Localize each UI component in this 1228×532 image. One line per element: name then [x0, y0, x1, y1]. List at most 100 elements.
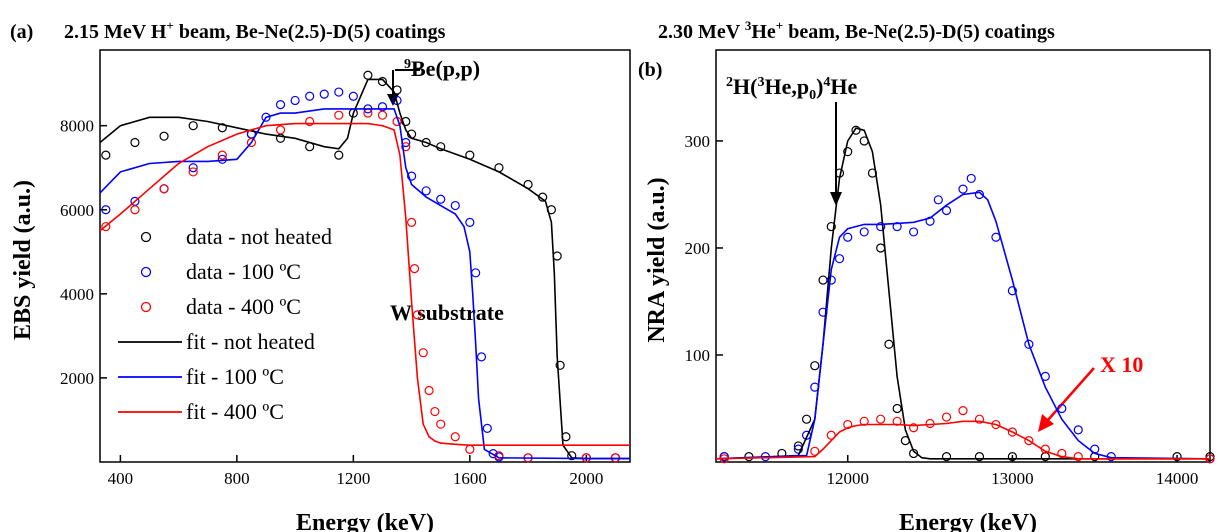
data-point-data-100-c [1007, 286, 1018, 296]
data-point-data-not-heated [334, 150, 344, 160]
panel-a-legend: data - not heated data - 100 ºC data - 400… [118, 224, 332, 424]
data-point-data-400-c [436, 419, 446, 429]
data-point-data-not-heated [974, 452, 985, 462]
data-point-data-not-heated [801, 414, 812, 424]
panel-b-title-sup2: + [776, 18, 783, 33]
data-point-data-100-c [793, 444, 803, 454]
data-point-data-100-c [188, 163, 198, 173]
panel-b-title-post: beam, Be-Ne(2.5)-D(5) coatings [783, 21, 1055, 43]
x-tick-label: 13000 [991, 469, 1034, 488]
panel-b-xlabel: Energy (keV) [899, 510, 1037, 532]
data-point-data-not-heated [363, 70, 373, 80]
legend-marker [140, 266, 152, 278]
panel-b-ylabel: NRA yield (a.u.) [644, 177, 670, 342]
data-point-data-400-c [958, 406, 968, 416]
data-point-data-not-heated [941, 452, 952, 462]
data-point-data-not-heated [555, 360, 565, 370]
annotation-w-substrate: W substrate [390, 300, 504, 325]
series-line-fit-400-c [715, 420, 1210, 460]
data-point-data-100-c [1057, 403, 1067, 414]
panel-b-title: 2.30 MeV 3He+ beam, Be-Ne(2.5)-D(5) coat… [658, 18, 1055, 43]
data-point-data-100-c [101, 205, 111, 215]
series-line-fit-100-c [99, 108, 630, 460]
data-point-data-100-c [406, 171, 417, 181]
panel-b-title-pre: 2.30 MeV [658, 21, 745, 43]
data-point-data-100-c [974, 189, 985, 200]
data-point-data-400-c [305, 116, 315, 127]
y-tick-label: 300 [685, 132, 711, 151]
y-tick-label: 6000 [60, 201, 94, 220]
data-point-data-100-c [334, 87, 344, 97]
series-line-fit-not-heated [715, 127, 1210, 460]
data-point-data-not-heated [567, 451, 577, 461]
data-point-data-400-c [1073, 452, 1083, 462]
data-point-data-100-c [933, 195, 943, 205]
annotation-x10: X 10 [1100, 352, 1143, 377]
data-point-data-not-heated [826, 221, 836, 232]
data-point-data-not-heated [884, 339, 894, 349]
data-point-data-100-c [450, 200, 460, 211]
x-tick-label: 400 [108, 469, 134, 488]
data-point-data-not-heated [552, 251, 562, 261]
series-line-fit-100-c [715, 191, 1211, 460]
data-point-data-100-c [319, 89, 329, 99]
y-tick-label: 100 [685, 346, 711, 365]
data-point-data-100-c [261, 112, 271, 122]
data-point-data-not-heated [159, 131, 169, 141]
data-point-data-100-c [436, 194, 446, 204]
data-point-data-400-c [991, 419, 1001, 430]
data-point-data-not-heated [851, 125, 861, 135]
panel-b-title-mid: He [751, 21, 776, 43]
data-point-data-400-c [465, 444, 475, 454]
data-point-data-400-c [610, 453, 621, 463]
data-point-data-400-c [1057, 448, 1067, 459]
y-tick-label: 2000 [60, 369, 94, 388]
data-point-data-100-c [1073, 425, 1083, 435]
y-tick-label: 8000 [60, 117, 94, 136]
legend-label: data - 100 ºC [186, 259, 301, 284]
legend-label: fit - 400 ºC [186, 399, 284, 424]
panel-b-letter: (b) [638, 59, 662, 81]
data-point-data-100-c [843, 232, 853, 242]
panel-b-plot: 12000 13000 14000 100 200 300 [685, 49, 1215, 488]
data-point-data-400-c [908, 423, 919, 433]
legend-label: fit - not heated [186, 329, 315, 354]
data-point-data-400-c [418, 348, 428, 358]
data-point-data-100-c [876, 221, 886, 232]
panel-a-title: 2.15 MeV H+ beam, Be-Ne(2.5)-D(5) coatin… [64, 18, 446, 43]
panel-a-plot: 400 800 1200 1600 2000 2000 4000 6000 8000 [60, 49, 631, 488]
x-tick-label: 800 [224, 469, 250, 488]
data-point-data-400-c [401, 142, 411, 152]
data-point-data-100-c [275, 100, 286, 110]
data-point-data-400-c [409, 264, 420, 274]
panel-a-xlabel: Energy (keV) [296, 510, 434, 532]
data-point-data-400-c [430, 406, 440, 417]
data-point-data-400-c [974, 414, 985, 424]
y-tick-label: 200 [685, 239, 711, 258]
panel-a-ylabel: EBS yield (a.u.) [10, 180, 36, 340]
data-point-data-400-c [101, 221, 111, 232]
x-tick-label: 1600 [453, 469, 487, 488]
data-point-data-not-heated [892, 403, 902, 414]
data-point-data-100-c [465, 217, 475, 227]
data-point-data-100-c [348, 91, 358, 101]
arrow-x10-head [1038, 414, 1054, 432]
data-point-data-400-c [826, 430, 836, 440]
data-point-data-400-c [876, 414, 886, 424]
panel-a-title-pre: 2.15 MeV H [64, 21, 167, 43]
data-point-data-not-heated [130, 137, 140, 148]
data-point-data-not-heated [843, 147, 853, 157]
legend-label: fit - 100 ºC [186, 364, 284, 389]
panel-b-title-sup1: 3 [745, 18, 752, 33]
data-point-data-100-c [471, 268, 481, 278]
legend-marker [140, 231, 152, 243]
legend-label: data - not heated [186, 224, 332, 249]
plot-frame [715, 49, 1211, 463]
annotation-be-pp-text: Be(p,p) [411, 56, 480, 81]
legend-label: data - 400 ºC [186, 294, 301, 319]
series-line-fit-400-c [99, 122, 630, 446]
data-point-data-100-c [476, 352, 487, 362]
x-tick-label: 14000 [1156, 469, 1199, 488]
data-point-data-400-c [859, 416, 869, 426]
arrow-reaction-head [830, 192, 842, 206]
